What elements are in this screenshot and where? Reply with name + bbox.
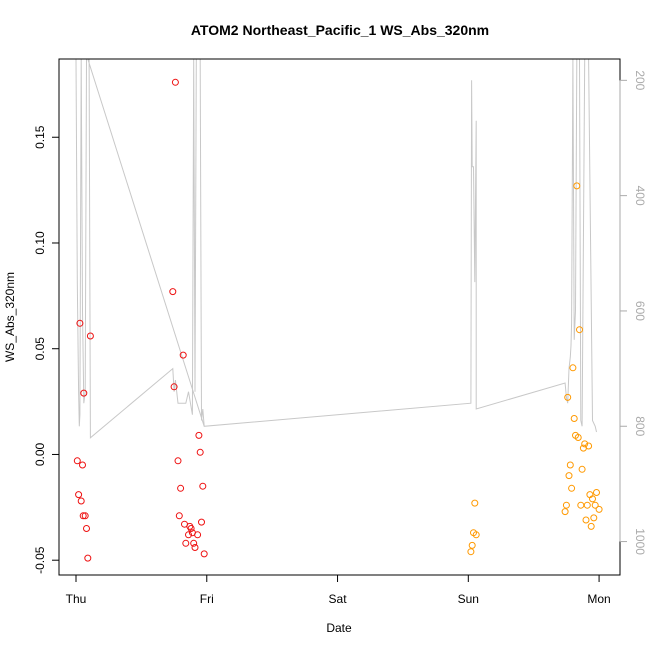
- data-point-series-1: [194, 531, 202, 539]
- y2-tick-label: 200: [633, 70, 647, 90]
- x-tick-label: Fri: [200, 592, 214, 606]
- data-point-series-1: [198, 518, 205, 526]
- x-tick-label: Sun: [458, 592, 479, 606]
- data-point-series-1: [169, 288, 177, 296]
- y-axis-label: WS_Abs_320nm: [3, 272, 17, 362]
- data-point-series-2: [561, 508, 569, 516]
- data-point-series-2: [569, 364, 577, 372]
- data-point-series-2: [578, 465, 586, 473]
- data-point-series-2: [581, 440, 589, 448]
- line-layer: [75, 59, 597, 439]
- chart-title: ATOM2 Northeast_Pacific_1 WS_Abs_320nm: [191, 22, 489, 38]
- data-point-series-2: [587, 522, 595, 530]
- y2-tick-label: 800: [633, 416, 647, 436]
- data-point-series-1: [177, 484, 185, 492]
- data-point-series-2: [570, 415, 578, 422]
- data-point-series-1: [171, 78, 179, 86]
- data-point-series-1: [185, 531, 192, 539]
- y2-tick-label: 1000: [633, 528, 647, 555]
- data-point-series-1: [182, 539, 190, 547]
- y-tick-label: 0.15: [33, 125, 47, 149]
- y-tick-label: 0.10: [33, 231, 47, 255]
- data-point-series-1: [196, 448, 204, 456]
- data-point-series-2: [472, 531, 480, 539]
- y2-axis: 200 400 600 800 1000: [619, 70, 647, 555]
- data-point-series-1: [80, 389, 88, 397]
- data-point-series-2: [593, 489, 600, 496]
- data-point-series-2: [564, 393, 572, 401]
- data-point-series-2: [471, 499, 479, 507]
- data-point-series-2: [562, 501, 570, 509]
- data-point-series-1: [191, 544, 199, 551]
- data-point-series-1: [76, 319, 84, 327]
- x-tick-label: Mon: [587, 592, 610, 606]
- y-axis: -0.05 0.00 0.05 0.10 0.15: [33, 125, 60, 574]
- y-tick-label: 0.05: [33, 337, 47, 361]
- data-point-series-1: [79, 512, 87, 520]
- data-point-series-1: [174, 457, 182, 465]
- data-point-series-2: [585, 442, 593, 450]
- data-point-series-2: [577, 501, 585, 509]
- x-axis: Thu Fri Sat Sun Mon: [66, 574, 611, 606]
- data-point-series-1: [77, 497, 85, 505]
- data-point-series-1: [79, 461, 86, 469]
- data-point-series-1: [175, 512, 183, 520]
- data-point-series-1: [187, 525, 195, 532]
- data-point-series-1: [86, 332, 94, 340]
- data-point-series-1: [84, 554, 92, 562]
- data-point-series-2: [591, 501, 599, 509]
- data-point-series-2: [467, 548, 475, 556]
- data-point-series-1: [200, 550, 208, 558]
- data-point-series-2: [582, 516, 590, 524]
- data-point-series-2: [565, 472, 573, 480]
- series-line-right: [75, 59, 597, 439]
- x-axis-label: Date: [326, 621, 352, 635]
- y2-tick-label: 600: [633, 301, 647, 321]
- y-tick-label: 0.00: [33, 442, 47, 466]
- data-point-series-2: [566, 461, 574, 469]
- data-point-series-2: [573, 182, 581, 190]
- data-point-series-1: [199, 482, 207, 490]
- data-point-series-1: [75, 491, 83, 499]
- data-point-series-2: [576, 326, 583, 334]
- data-point-series-1: [81, 512, 89, 520]
- point-layer: [73, 78, 603, 562]
- data-point-series-1: [73, 457, 81, 465]
- data-point-series-2: [583, 501, 591, 509]
- data-point-series-1: [170, 383, 178, 391]
- y2-tick-label: 400: [633, 186, 647, 206]
- data-point-series-1: [190, 539, 198, 547]
- data-point-series-2: [589, 495, 596, 503]
- data-point-series-2: [595, 505, 603, 513]
- data-point-series-1: [195, 431, 203, 439]
- data-point-series-1: [83, 525, 90, 532]
- plot-frame: [58, 58, 621, 576]
- y-tick-label: -0.05: [33, 546, 47, 574]
- data-point-series-1: [179, 351, 187, 359]
- x-tick-label: Sat: [329, 592, 348, 606]
- data-point-series-2: [568, 484, 576, 492]
- data-point-series-2: [590, 514, 598, 522]
- data-point-series-2: [468, 541, 476, 549]
- x-tick-label: Thu: [66, 592, 87, 606]
- data-point-series-2: [574, 434, 582, 441]
